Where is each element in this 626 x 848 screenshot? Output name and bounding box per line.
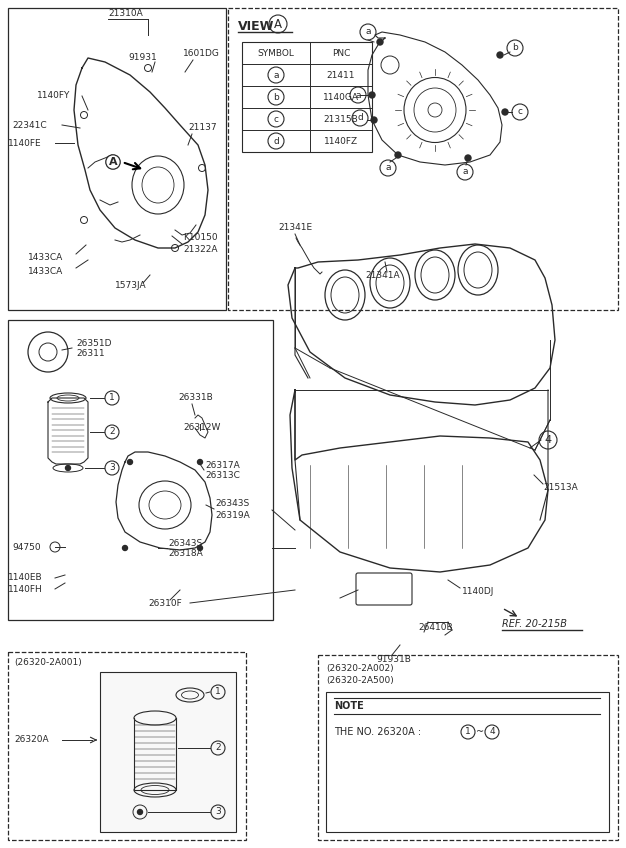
Text: 1433CA: 1433CA [28,267,63,276]
Text: 21310A: 21310A [108,9,143,19]
Bar [8,8,226,310]
Text: c: c [518,108,523,116]
Text: b: b [512,43,518,53]
Text: 1140FH: 1140FH [8,584,43,594]
Text: 22341C: 22341C [12,120,46,130]
Text: 3: 3 [215,807,221,817]
Text: 21411: 21411 [327,70,355,80]
Text: 21137: 21137 [188,124,217,132]
Bar [242,42,372,152]
Text: a: a [355,91,361,99]
Text: 4: 4 [545,435,552,445]
Text: 1: 1 [215,688,221,696]
Text: A: A [109,157,117,167]
Circle shape [66,466,71,471]
Text: 26331B: 26331B [178,393,213,403]
Circle shape [197,545,202,550]
Text: 26313C: 26313C [205,471,240,481]
Text: 1601DG: 1601DG [183,49,220,59]
Text: NOTE: NOTE [334,701,364,711]
Text: a: a [274,70,279,80]
Text: 26343S: 26343S [215,499,249,509]
Text: c: c [274,114,279,124]
Text: 1140DJ: 1140DJ [462,588,495,596]
Text: 94750: 94750 [12,543,41,551]
Text: 1140FZ: 1140FZ [324,137,358,146]
Text: PNC: PNC [332,48,350,58]
Text: K10150: K10150 [183,233,218,243]
Text: 4: 4 [489,728,495,737]
Circle shape [128,460,133,465]
Text: 26343S: 26343S [168,538,202,548]
Text: REF. 20-215B: REF. 20-215B [502,619,567,629]
Text: SYMBOL: SYMBOL [257,48,294,58]
Bar [8,652,246,840]
Text: 1573JA: 1573JA [115,281,146,289]
Text: (26320-2A001): (26320-2A001) [14,659,82,667]
Text: 1433CA: 1433CA [28,254,63,263]
Text: 26317A: 26317A [205,460,240,470]
Circle shape [369,92,375,98]
Circle shape [377,39,383,45]
Text: 26311: 26311 [76,349,105,359]
Bar [100,672,236,832]
Text: 26319A: 26319A [215,510,250,520]
Circle shape [502,109,508,115]
Text: a: a [462,168,468,176]
Text: 26318A: 26318A [168,550,203,559]
Text: (26320-2A500): (26320-2A500) [326,676,394,684]
Bar [8,320,273,620]
Text: 1140FY: 1140FY [37,92,70,101]
Text: d: d [273,137,279,146]
Bar [318,655,618,840]
Text: b: b [273,92,279,102]
Bar [326,692,609,832]
Text: 1: 1 [109,393,115,403]
Text: a: a [385,164,391,172]
Text: 21341A: 21341A [365,271,399,281]
Text: (26320-2A002): (26320-2A002) [326,663,394,672]
Text: d: d [357,114,363,122]
Text: 91931: 91931 [128,53,156,62]
Text: 1: 1 [465,728,471,737]
Text: 2: 2 [109,427,115,437]
Text: 91931B: 91931B [376,656,411,665]
Circle shape [138,810,143,814]
Text: 2: 2 [215,744,221,752]
Text: 21322A: 21322A [183,244,217,254]
Text: VIEW: VIEW [238,20,274,32]
Text: 1140FE: 1140FE [8,138,41,148]
Text: 26410B: 26410B [418,623,453,633]
Text: a: a [365,27,371,36]
Text: 26351D: 26351D [76,338,111,348]
Text: 1140GA: 1140GA [323,92,359,102]
Text: 21513A: 21513A [543,483,578,493]
Circle shape [497,52,503,58]
Bar [228,8,618,310]
Text: 21315B: 21315B [324,114,358,124]
Text: 26320A: 26320A [14,735,49,745]
Text: A: A [274,18,282,31]
Circle shape [123,545,128,550]
Text: THE NO. 26320A :: THE NO. 26320A : [334,727,424,737]
Text: ~: ~ [476,727,484,737]
Text: 1140EB: 1140EB [8,573,43,583]
Circle shape [465,155,471,161]
Circle shape [197,460,202,465]
Text: 26312W: 26312W [183,423,220,432]
Circle shape [395,152,401,158]
Text: 26310F: 26310F [148,599,182,607]
Circle shape [371,117,377,123]
Text: 3: 3 [109,464,115,472]
Text: 21341E: 21341E [278,224,312,232]
